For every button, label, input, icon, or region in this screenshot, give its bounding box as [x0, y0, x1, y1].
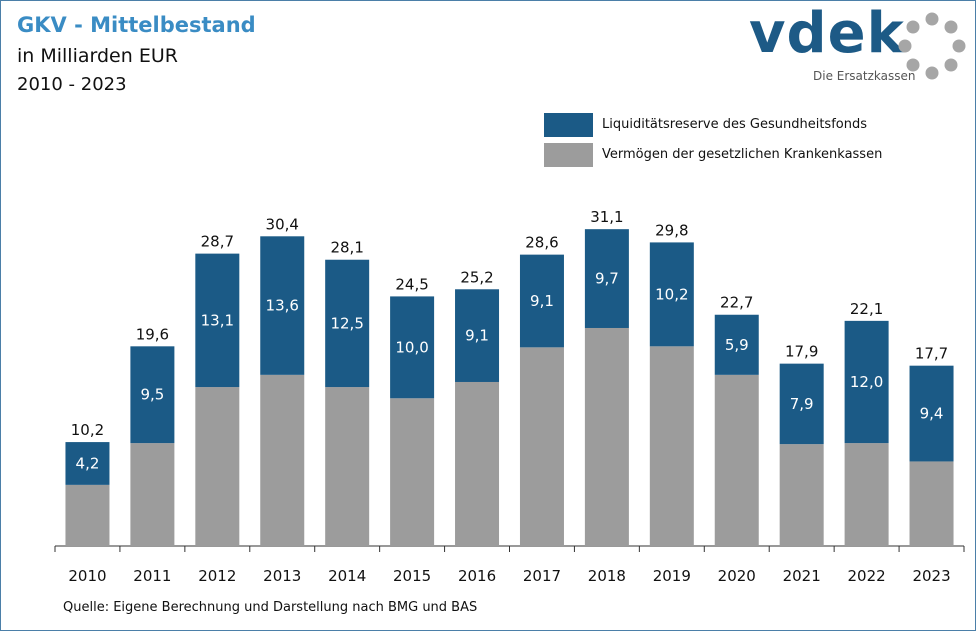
total-label-2012: 28,7	[201, 233, 234, 251]
segment-label-2022: 12,0	[850, 373, 883, 391]
bar-reserve-2017	[519, 254, 564, 348]
x-tick-label-2016: 2016	[458, 567, 496, 585]
legend-label-assets: Vermögen der gesetzlichen Krankenkassen	[602, 147, 883, 162]
segment-label-2017: 9,1	[530, 292, 554, 310]
legend-item-assets: Vermögen der gesetzlichen Krankenkassen	[544, 143, 974, 169]
x-tick-label-2019: 2019	[653, 567, 691, 585]
bar-assets-2015	[390, 398, 435, 546]
bar-reserve-2015	[390, 296, 435, 399]
total-label-2021: 17,9	[785, 343, 818, 361]
segment-label-2015: 10,0	[395, 338, 428, 356]
total-label-2020: 22,7	[720, 294, 753, 312]
bar-reserve-2016	[455, 289, 500, 382]
x-tick-label-2022: 2022	[848, 567, 886, 585]
x-tick-label-2014: 2014	[328, 567, 366, 585]
bar-reserve-2018	[584, 229, 629, 328]
bar-assets-2012	[195, 387, 240, 546]
bar-assets-2011	[130, 443, 175, 546]
bar-reserve-2021	[779, 363, 824, 445]
segment-label-2018: 9,7	[595, 270, 619, 288]
bar-reserve-2020	[714, 314, 759, 375]
x-tick-label-2018: 2018	[588, 567, 626, 585]
chart-period: 2010 - 2023	[17, 74, 127, 95]
bar-reserve-2013	[260, 236, 305, 375]
logo-wordmark: vdek	[749, 1, 905, 66]
bar-assets-2023	[909, 461, 954, 546]
bar-assets-2017	[519, 347, 564, 546]
bar-assets-2010	[65, 484, 110, 546]
segment-label-2010: 4,2	[76, 454, 100, 472]
total-label-2013: 30,4	[266, 215, 299, 233]
total-label-2015: 24,5	[395, 275, 428, 293]
logo-ring-icon	[898, 12, 966, 80]
x-tick-label-2015: 2015	[393, 567, 431, 585]
segment-label-2014: 12,5	[330, 314, 363, 332]
total-label-2010: 10,2	[71, 421, 104, 439]
x-tick-label-2021: 2021	[783, 567, 821, 585]
segment-label-2023: 9,4	[920, 405, 944, 423]
bar-assets-2022	[844, 443, 889, 546]
segment-label-2020: 5,9	[725, 336, 749, 354]
legend-label-reserve: Liquiditätsreserve des Gesundheitsfonds	[602, 117, 867, 132]
segment-label-2021: 7,9	[790, 395, 814, 413]
x-tick-label-2023: 2023	[912, 567, 950, 585]
chart-subtitle: in Milliarden EUR	[17, 45, 178, 67]
x-tick-label-2012: 2012	[198, 567, 236, 585]
segment-label-2013: 13,6	[266, 297, 299, 315]
bar-assets-2014	[325, 387, 370, 546]
bar-reserve-2010	[65, 442, 110, 485]
vdek-logo: vdek Die Ersatzkassen	[749, 1, 969, 89]
legend-swatch-assets	[544, 143, 593, 167]
total-label-2023: 17,7	[915, 345, 948, 363]
source-note: Quelle: Eigene Berechnung und Darstellun…	[63, 600, 478, 615]
x-tick-label-2011: 2011	[133, 567, 171, 585]
bar-reserve-2023	[909, 365, 954, 462]
segment-label-2011: 9,5	[140, 386, 164, 404]
total-label-2016: 25,2	[460, 268, 493, 286]
bar-reserve-2012	[195, 253, 240, 388]
bar-assets-2016	[455, 381, 500, 546]
total-label-2017: 28,6	[525, 234, 558, 252]
total-label-2018: 31,1	[590, 208, 623, 226]
legend-item-reserve: Liquiditätsreserve des Gesundheitsfonds	[544, 113, 974, 139]
x-tick-label-2013: 2013	[263, 567, 301, 585]
total-label-2022: 22,1	[850, 300, 883, 318]
x-tick-label-2020: 2020	[718, 567, 756, 585]
bar-assets-2013	[260, 374, 305, 546]
bar-assets-2018	[584, 327, 629, 546]
bar-assets-2021	[779, 444, 824, 546]
logo-tagline: Die Ersatzkassen	[813, 69, 916, 83]
x-tick-label-2010: 2010	[68, 567, 106, 585]
segment-label-2012: 13,1	[201, 311, 234, 329]
segment-label-2019: 10,2	[655, 285, 688, 303]
total-label-2014: 28,1	[330, 239, 363, 257]
bar-assets-2019	[649, 346, 694, 546]
bar-assets-2020	[714, 374, 759, 546]
bar-reserve-2011	[130, 346, 175, 444]
legend-swatch-reserve	[544, 113, 593, 137]
bar-reserve-2014	[325, 259, 370, 388]
segment-label-2016: 9,1	[465, 327, 489, 345]
bar-reserve-2022	[844, 320, 889, 444]
x-tick-label-2017: 2017	[523, 567, 561, 585]
chart-title: GKV - Mittelbestand	[17, 13, 256, 37]
total-label-2019: 29,8	[655, 221, 688, 239]
total-label-2011: 19,6	[136, 325, 169, 343]
bar-reserve-2019	[649, 242, 694, 347]
